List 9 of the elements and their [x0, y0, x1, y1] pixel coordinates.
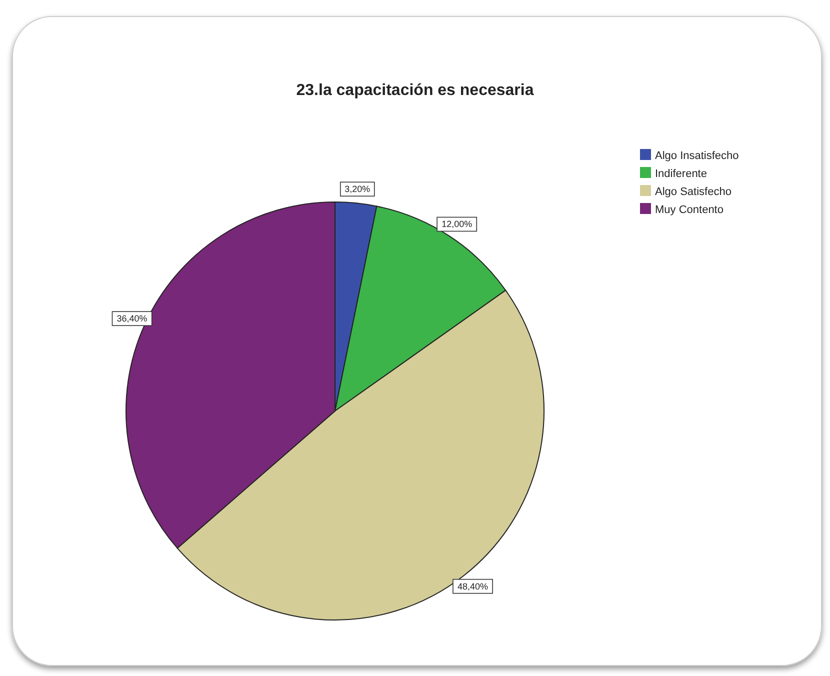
- data-label: 3,20%: [344, 184, 370, 194]
- data-label: 12,00%: [442, 219, 472, 230]
- legend-label: Algo Insatisfecho: [655, 150, 739, 162]
- chart-title: 23.la capacitación es necesaria: [295, 82, 535, 100]
- legend-label: Indiferente: [655, 168, 707, 180]
- data-label: 36,40%: [116, 314, 148, 324]
- data-label: 48,40%: [458, 581, 488, 592]
- legend-label: Algo Satisfecho: [655, 186, 732, 198]
- legend-label: Muy Contento: [655, 204, 724, 216]
